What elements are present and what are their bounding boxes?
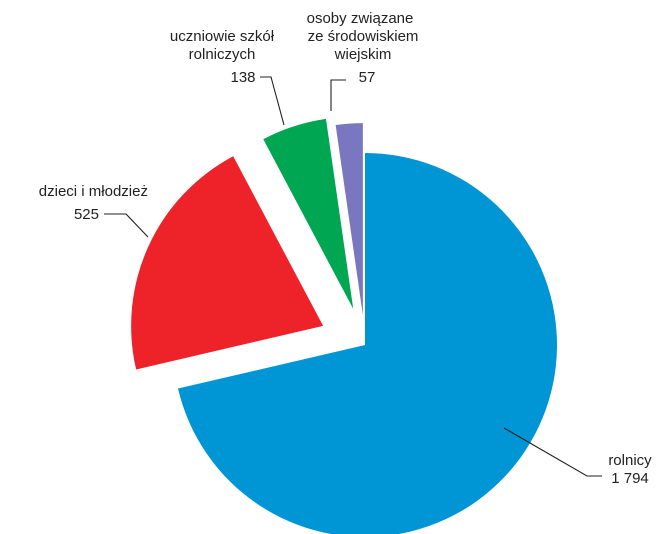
slice-value-rolnicy: 1 794 — [611, 470, 649, 487]
slice-label-osoby-line1: osoby związane — [307, 10, 414, 27]
slice-dzieci — [131, 156, 324, 370]
slice-value-osoby: 57 — [359, 69, 376, 86]
pie-slices — [131, 118, 557, 534]
leader-line-dzieci — [104, 213, 149, 238]
leader-line-rolnicy — [503, 427, 602, 477]
slice-label-osoby-line2: ze środowiskiem — [308, 28, 419, 45]
leader-line-osoby — [330, 79, 346, 111]
slice-value-dzieci: 525 — [74, 206, 99, 223]
slice-uczniowie — [263, 118, 354, 309]
slice-label-uczniowie-line1: uczniowie szkół — [170, 28, 275, 45]
slice-label-uczniowie-line2: rolniczych — [189, 46, 256, 63]
slice-value-uczniowie: 138 — [230, 69, 255, 86]
slice-rolnicy — [177, 153, 557, 534]
slice-label-osoby-line3: wiejskim — [334, 46, 392, 63]
slice-label-dzieci: dzieci i młodzież — [39, 183, 148, 200]
slice-osoby — [335, 123, 363, 316]
leader-line-uczniowie — [260, 76, 285, 126]
slice-label-rolnicy: rolnicy — [608, 452, 652, 469]
